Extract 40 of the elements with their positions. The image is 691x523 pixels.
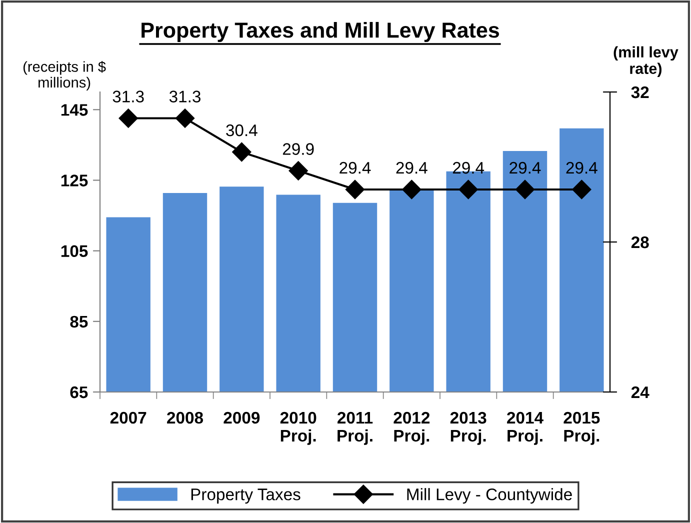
data-label: 31.3 (112, 90, 144, 102)
y-axis-title: (receipts in $ millions) (23, 60, 106, 90)
point (232, 142, 252, 162)
data-label: 29.4 (452, 162, 484, 174)
y-tick-label: 105 (61, 245, 88, 258)
x-tick-label: 2007 (110, 412, 146, 424)
y-tick-label: 145 (61, 104, 88, 116)
x-tick-label: 2009 (224, 412, 260, 424)
point (118, 108, 138, 128)
chart-title: Property Taxes and Mill Levy Rates (142, 22, 499, 42)
data-label: 29.9 (282, 143, 314, 155)
x-tick-label: 2011 Proj. (338, 412, 373, 445)
x-tick-label: 2008 (167, 412, 204, 424)
x-tick-label: 2013 Proj. (450, 412, 486, 445)
point (572, 180, 592, 200)
x-tick-label: 2010 Proj. (280, 412, 316, 445)
data-label: 29.4 (396, 162, 428, 174)
point (175, 108, 195, 128)
x-tick-label: 2012 Proj. (394, 412, 430, 445)
data-label: 29.4 (510, 162, 541, 174)
y-tick-label: 85 (70, 316, 88, 328)
x-tick-label: 2014 Proj. (507, 412, 544, 445)
point (458, 180, 478, 200)
point (288, 161, 308, 180)
y-tick-label: 125 (61, 174, 88, 186)
legend-label: Mill Levy - Countywide (407, 488, 572, 504)
data-label: 31.3 (169, 90, 200, 102)
y2-tick-label: 32 (631, 86, 649, 98)
data-label: 29.4 (566, 162, 598, 174)
y2-tick-label: 28 (631, 236, 649, 248)
y2-tick-label: 24 (631, 386, 650, 398)
x-tick-label: 2015 Proj. (564, 412, 600, 445)
y2-axis-title: (mill levy rate) (614, 46, 678, 77)
point (515, 180, 535, 200)
data-label: 29.4 (340, 162, 371, 174)
data-label: 30.4 (226, 124, 258, 136)
point (402, 180, 422, 200)
y-tick-label: 65 (70, 386, 88, 398)
point (345, 180, 365, 200)
legend-label: Property Taxes (191, 488, 300, 504)
